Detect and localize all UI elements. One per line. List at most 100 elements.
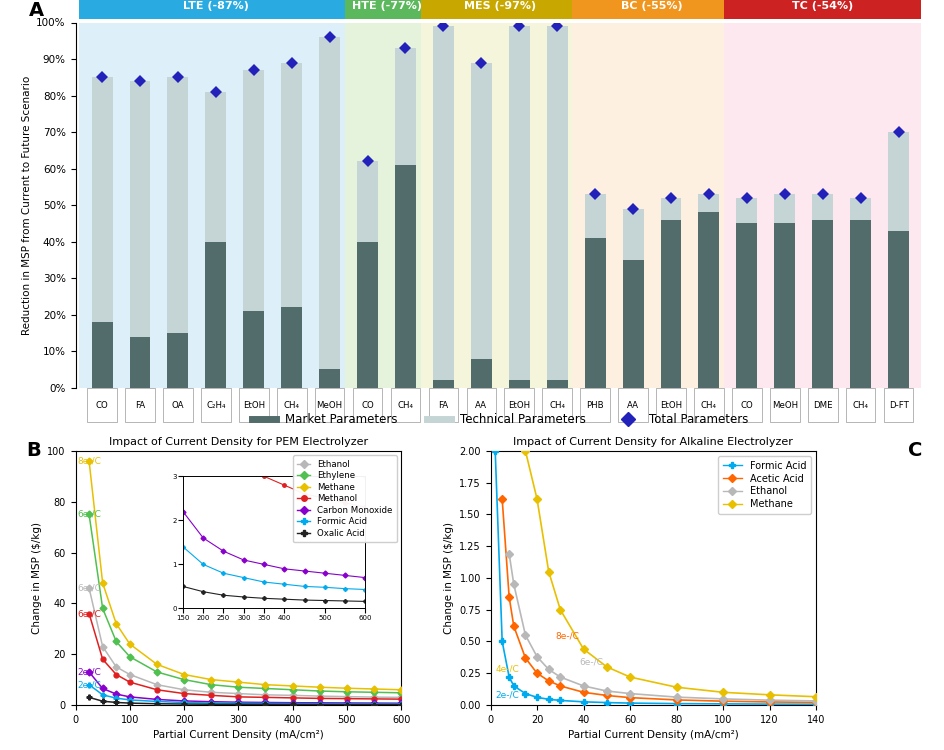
Ethanol [178,686,190,694]
FancyBboxPatch shape [353,388,382,422]
Formic Acid [124,695,135,704]
Text: CH₄: CH₄ [397,400,413,410]
Text: 6e-/C: 6e-/C [77,584,101,592]
Text: TC (-54%): TC (-54%) [792,1,853,11]
Text: EtOH: EtOH [243,400,265,410]
Formic Acid [717,699,729,708]
Bar [623,260,644,388]
Methanol [314,694,326,703]
Y-axis label: Change in MSP ($/kg): Change in MSP ($/kg) [444,522,454,634]
Methanol [110,670,122,679]
Text: EtOH: EtOH [508,400,531,410]
FancyBboxPatch shape [808,388,837,422]
Formic Acid [503,673,514,682]
Line: Formic Acid: Formic Acid [87,682,403,706]
Ethanol [578,682,589,691]
FancyBboxPatch shape [656,388,685,422]
Bar [357,242,378,388]
Bar [774,194,795,224]
Oxalic Acid [206,700,217,709]
Oxalic Acid [110,698,122,707]
Bar [547,380,567,388]
Text: C₂H₄: C₂H₄ [206,400,226,410]
Bar [812,194,834,220]
Ethanol [503,549,514,558]
Ethylene [341,687,352,696]
FancyBboxPatch shape [239,388,269,422]
Bar [167,77,189,333]
Text: HTE (-77%): HTE (-77%) [351,1,422,11]
Acetic Acid [503,592,514,602]
Ethylene [83,510,94,519]
Line: Acetic Acid: Acetic Acid [499,496,819,705]
Carbon Monoxide [151,695,162,704]
Text: FA: FA [135,400,145,410]
Text: AA: AA [627,400,639,410]
Ethylene [287,686,298,694]
Carbon Monoxide [396,699,407,708]
Acetic Acid [671,695,683,704]
Methane [520,446,531,455]
FancyBboxPatch shape [504,388,534,422]
Methanol [341,694,352,703]
FancyBboxPatch shape [466,388,497,422]
Ethylene [260,684,271,693]
FancyBboxPatch shape [163,388,193,422]
Ethanol [368,692,379,701]
Formic Acid [232,699,244,708]
Bar [206,92,227,242]
Bar [572,22,732,388]
Carbon Monoxide [287,698,298,707]
Text: LTE (-87%): LTE (-87%) [183,1,249,11]
Bar [92,77,112,322]
Line: Carbon Monoxide: Carbon Monoxide [87,670,403,706]
Bar [244,70,264,311]
Bar [851,220,871,388]
Bar [812,220,834,388]
Acetic Acid [555,682,566,691]
Bar [319,370,340,388]
Formic Acid [151,697,162,706]
Ethylene [178,675,190,684]
Line: Methane: Methane [87,459,403,692]
Bar [421,0,580,19]
Acetic Acid [601,691,613,700]
Bar [345,0,429,19]
Bar [623,209,644,260]
Formic Acid [671,699,683,708]
Text: CH₄: CH₄ [284,400,299,410]
Bar [888,132,909,231]
Formic Acid [396,700,407,709]
Formic Acid [110,694,122,703]
FancyBboxPatch shape [884,388,914,422]
Bar [421,22,580,388]
Carbon Monoxide [206,698,217,706]
Bar [129,337,150,388]
FancyBboxPatch shape [732,388,762,422]
Formic Acid [497,637,508,646]
Methane [601,662,613,671]
Text: BC (-55%): BC (-55%) [621,1,683,11]
Oxalic Acid [83,693,94,702]
Legend: Market Parameters, Technical Parameters, Total Parameters: Market Parameters, Technical Parameters,… [247,408,753,430]
Methane [764,690,775,699]
Methanol [368,694,379,703]
Bar [851,198,871,220]
Oxalic Acid [287,700,298,709]
Methane [206,675,217,684]
Methane [232,678,244,687]
Methane [124,640,135,649]
Bar [509,26,530,380]
Text: CH₄: CH₄ [549,400,565,410]
Bar [661,220,682,388]
Oxalic Acid [232,700,244,709]
Ethanol [341,692,352,701]
Text: MES (-97%): MES (-97%) [464,1,536,11]
Text: B: B [26,441,42,460]
Oxalic Acid [124,698,135,707]
Bar [584,194,605,238]
Ethanol [531,652,543,662]
Formic Acid [368,699,379,708]
Ethanol [151,680,162,689]
FancyBboxPatch shape [429,388,458,422]
